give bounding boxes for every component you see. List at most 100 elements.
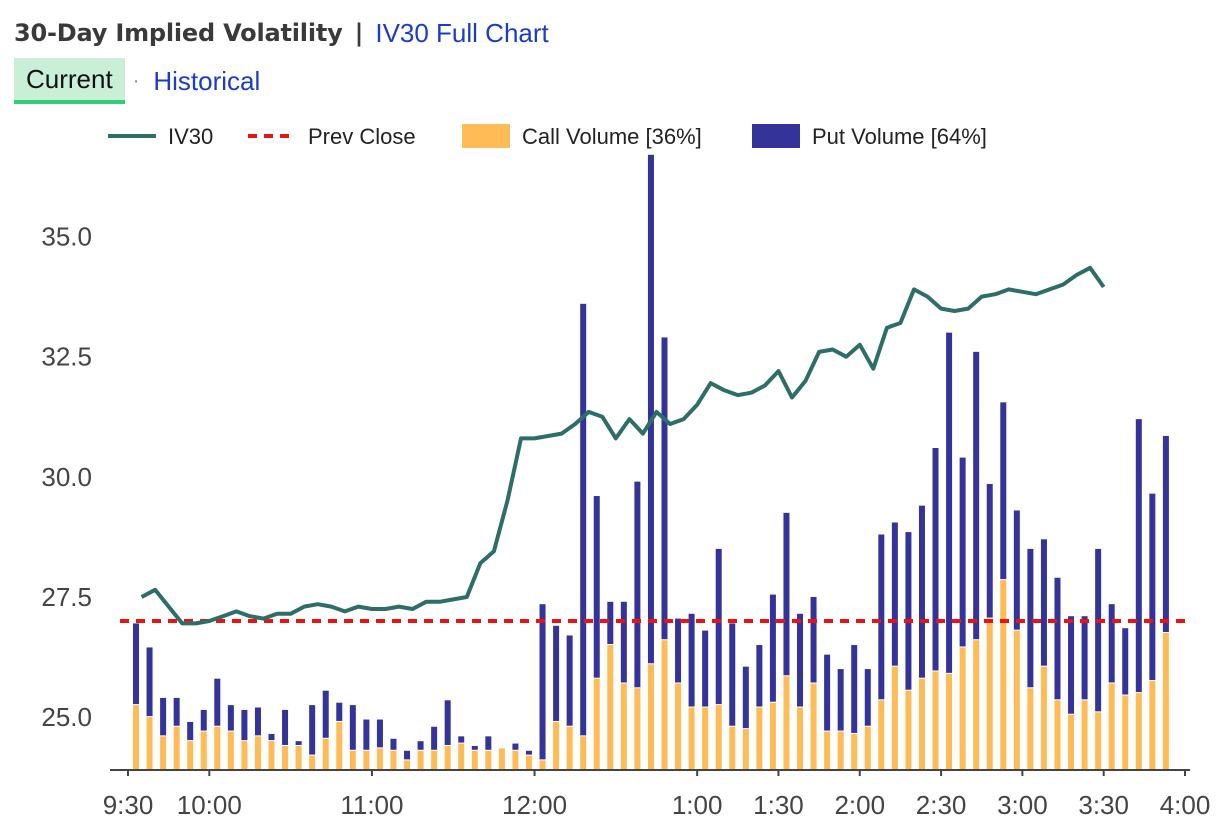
x-tick-label: 2:30	[916, 790, 967, 820]
x-tick-label: 3:00	[997, 790, 1048, 820]
call-volume-bar	[675, 683, 682, 770]
call-volume-bar	[160, 736, 167, 770]
call-volume-bar	[905, 690, 912, 770]
put-volume-bar	[891, 522, 898, 666]
call-volume-bar	[512, 750, 519, 770]
call-volume-bar	[539, 760, 546, 770]
call-volume-bar	[485, 750, 492, 770]
call-volume-bar	[471, 750, 478, 770]
title-separator: |	[354, 19, 364, 47]
put-volume-bar	[363, 719, 370, 750]
x-tick-label: 1:00	[672, 790, 723, 820]
put-volume-bar	[336, 702, 343, 721]
call-volume-bar	[1027, 688, 1034, 770]
put-volume-bar	[295, 741, 302, 745]
put-volume-bar	[1040, 539, 1047, 666]
call-volume-bar	[837, 731, 844, 770]
put-volume-bar	[458, 736, 465, 743]
put-volume-bar	[417, 741, 424, 750]
x-tick-label: 4:00	[1160, 790, 1211, 820]
put-volume-bar	[837, 669, 844, 731]
put-volume-bar	[349, 705, 356, 750]
put-volume-bar	[160, 697, 167, 736]
call-volume-bar	[580, 736, 587, 770]
put-volume-bar	[973, 351, 980, 640]
put-volume-bar	[647, 154, 654, 664]
y-tick-label: 27.5	[41, 582, 92, 612]
put-volume-bar	[769, 594, 776, 702]
put-volume-bar	[282, 709, 289, 745]
call-volume-bar	[146, 717, 153, 770]
put-volume-bar	[471, 745, 478, 750]
call-volume-bar	[797, 707, 804, 770]
call-volume-bar	[173, 726, 180, 770]
call-volume-bar	[363, 750, 370, 770]
tab-historical[interactable]: Historical	[153, 65, 261, 96]
call-volume-bar	[376, 748, 383, 770]
put-volume-bar	[688, 613, 695, 707]
put-volume-bar	[566, 635, 573, 726]
put-volume-bar	[376, 719, 383, 748]
put-volume-bar	[986, 484, 993, 618]
call-volume-bar	[1054, 700, 1061, 770]
put-volume-bar	[959, 457, 966, 647]
put-volume-bar	[1081, 616, 1088, 700]
view-tabs: Current · Historical	[14, 58, 260, 104]
call-volume-bar	[634, 688, 641, 770]
put-volume-bar	[227, 705, 234, 731]
call-volume-bar	[891, 666, 898, 770]
put-volume-bar	[1013, 510, 1020, 630]
put-volume-bar	[946, 332, 953, 673]
call-volume-bar	[309, 755, 316, 770]
x-tick-label: 9:30	[103, 790, 154, 820]
call-volume-bar	[241, 741, 248, 770]
call-volume-bar	[946, 673, 953, 770]
put-volume-bar	[1000, 402, 1007, 580]
put-volume-bar	[553, 625, 560, 721]
call-volume-bar	[404, 760, 411, 770]
put-volume-bar	[404, 750, 411, 760]
put-volume-bar	[742, 666, 749, 729]
put-volume-bar	[864, 669, 871, 726]
legend-label-prev_close: Prev Close	[308, 124, 416, 149]
call-volume-bar	[918, 678, 925, 770]
put-volume-bar	[593, 496, 600, 678]
put-volume-bar	[512, 743, 519, 750]
put-volume-bar	[1068, 616, 1075, 714]
call-volume-bar	[769, 702, 776, 770]
call-volume-bar	[783, 676, 790, 770]
iv30-line-group	[140, 265, 1106, 626]
put-volume-bar	[254, 707, 261, 736]
put-volume-bar	[661, 337, 668, 640]
put-volume-bar	[214, 678, 221, 726]
tab-current[interactable]: Current	[14, 58, 125, 104]
call-volume-bar	[878, 700, 885, 770]
x-tick-label: 1:30	[753, 790, 804, 820]
put-volume-bar	[580, 303, 587, 736]
call-volume-bar	[688, 707, 695, 770]
iv30-full-chart-link[interactable]: IV30 Full Chart	[375, 17, 549, 48]
put-volume-bar	[173, 697, 180, 726]
call-volume-bar	[1108, 683, 1115, 770]
volume-bars	[133, 154, 1169, 770]
put-volume-bar	[444, 700, 451, 745]
put-volume-bar	[607, 601, 614, 645]
put-volume-bar	[268, 733, 275, 741]
call-volume-bar	[1081, 700, 1088, 770]
call-volume-bar	[1040, 666, 1047, 770]
call-volume-bar	[390, 750, 397, 770]
put-volume-bar	[905, 532, 912, 690]
put-volume-bar	[620, 601, 627, 683]
put-volume-bar	[1095, 548, 1102, 712]
call-volume-bar	[336, 721, 343, 770]
put-volume-bar	[485, 736, 492, 750]
call-volume-bar	[187, 741, 194, 770]
tab-separator: ·	[132, 69, 140, 92]
call-volume-bar	[810, 683, 817, 770]
y-tick-label: 32.5	[41, 342, 92, 372]
x-tick-label: 10:00	[177, 790, 242, 820]
call-volume-bar	[1068, 714, 1075, 770]
call-volume-bar	[1095, 712, 1102, 770]
call-volume-bar	[133, 705, 139, 770]
